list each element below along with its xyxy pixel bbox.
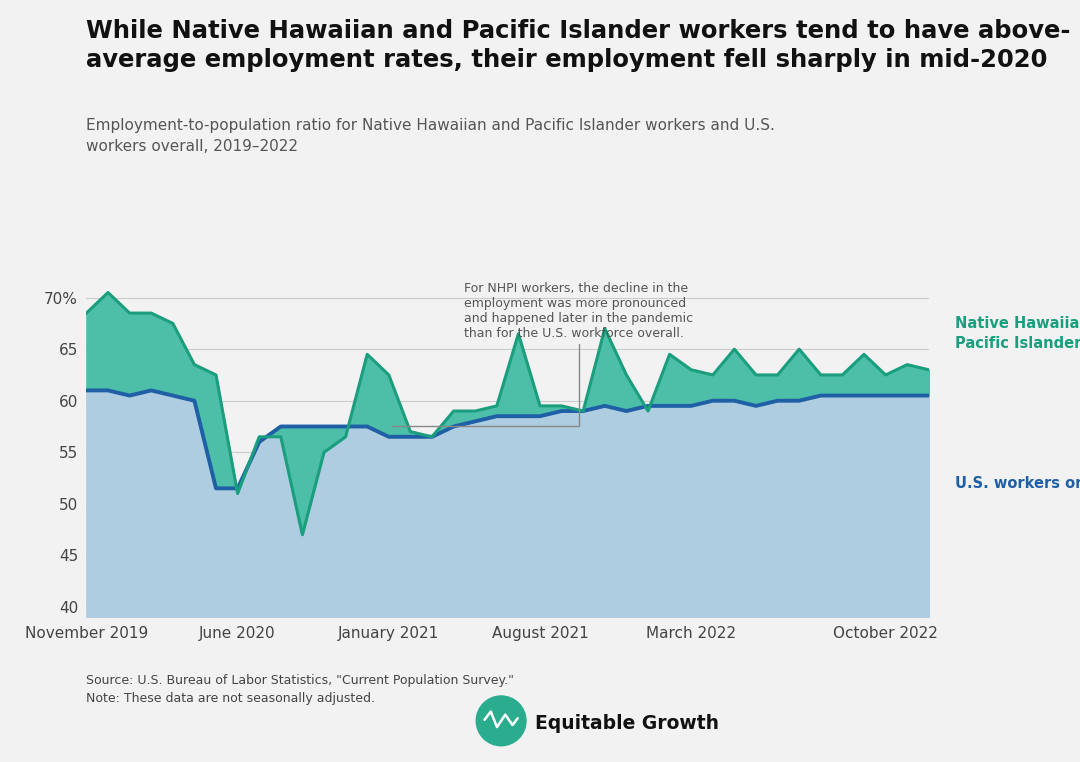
Text: Equitable Growth: Equitable Growth xyxy=(535,715,718,733)
Text: Employment-to-population ratio for Native Hawaiian and Pacific Islander workers : Employment-to-population ratio for Nativ… xyxy=(86,118,775,154)
Text: U.S. workers on average: U.S. workers on average xyxy=(955,475,1080,491)
Text: Source: U.S. Bureau of Labor Statistics, "Current Population Survey."
Note: Thes: Source: U.S. Bureau of Labor Statistics,… xyxy=(86,674,514,706)
Text: Native Hawaiian and
Pacific Islander: Native Hawaiian and Pacific Islander xyxy=(955,316,1080,351)
Text: While Native Hawaiian and Pacific Islander workers tend to have above-
average e: While Native Hawaiian and Pacific Island… xyxy=(86,19,1071,72)
Circle shape xyxy=(476,696,526,746)
Text: For NHPI workers, the decline in the
employment was more pronounced
and happened: For NHPI workers, the decline in the emp… xyxy=(392,282,693,427)
